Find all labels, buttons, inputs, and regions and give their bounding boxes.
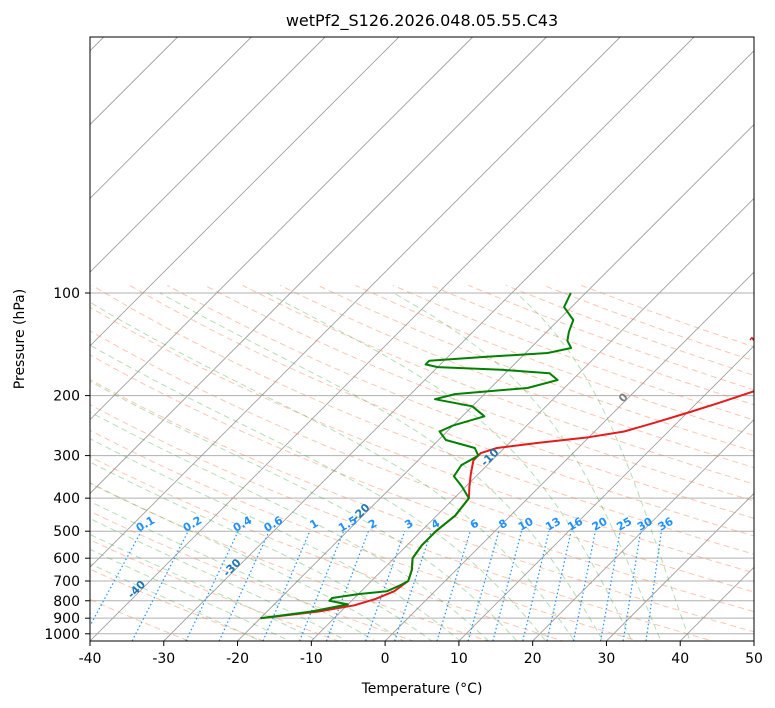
isotherm-line xyxy=(163,50,754,641)
dry-adiabat-line xyxy=(167,284,754,519)
y-tick-label: 200 xyxy=(53,389,80,405)
dry-adiabat-line xyxy=(90,539,341,641)
chart-title: wetPf2_S126.2026.048.05.55.C43 xyxy=(286,11,558,31)
moist-adiabat-line xyxy=(516,292,691,641)
mixing-ratio-line xyxy=(467,531,500,641)
mixing-ratio-line xyxy=(492,531,523,641)
mixing-ratio-line xyxy=(131,530,189,641)
mixing-ratio-line xyxy=(185,530,239,641)
x-tick-label: 40 xyxy=(671,651,689,667)
dry-adiabat-line xyxy=(90,404,715,641)
plot-frame xyxy=(89,36,755,642)
isotherm-line xyxy=(90,37,400,347)
x-tick-label: 0 xyxy=(381,651,390,667)
isotherm-line xyxy=(90,37,326,273)
dry-adiabat-line xyxy=(90,598,191,641)
mixing-ratio-line xyxy=(546,531,572,641)
moist-adiabat-line xyxy=(90,344,547,641)
isotherm-line xyxy=(384,271,754,641)
y-tick-label: 900 xyxy=(53,611,80,627)
x-tick-label: -10 xyxy=(300,651,323,667)
y-tick-label: 300 xyxy=(53,449,80,465)
isotherm-line xyxy=(90,37,621,568)
x-axis-label: Temperature (°C) xyxy=(361,681,483,697)
moist-adiabat-line xyxy=(90,380,518,641)
dry-adiabat-line xyxy=(90,456,565,641)
moist-adiabat-line xyxy=(90,301,575,641)
mixing-ratio-line xyxy=(90,530,142,628)
moist-adiabat-line xyxy=(90,533,320,641)
mixing-ratio-line xyxy=(218,530,270,641)
moist-adiabat-line xyxy=(266,292,633,641)
y-tick-label: 400 xyxy=(53,491,80,507)
mixing-ratio-line xyxy=(394,531,432,641)
dry-adiabat-line xyxy=(317,284,754,452)
dry-adiabat-line xyxy=(90,354,754,613)
y-tick-label: 700 xyxy=(53,574,80,590)
x-tick-label: 20 xyxy=(524,651,542,667)
moist-adiabat-line xyxy=(90,548,291,641)
moist-adiabat-line xyxy=(393,292,662,641)
dry-adiabat-line xyxy=(91,284,754,555)
moist-adiabat-line xyxy=(90,461,433,641)
moist-adiabat-line xyxy=(90,411,490,641)
isotherm-line xyxy=(311,197,754,641)
moist-adiabat-line xyxy=(90,482,405,641)
isotherm-line xyxy=(90,37,547,495)
y-tick-label: 600 xyxy=(53,551,80,567)
isotherm-line xyxy=(90,37,695,641)
mixing-ratio-line xyxy=(436,531,471,641)
y-tick-label: 100 xyxy=(53,286,80,302)
mixing-ratio-line xyxy=(622,531,642,641)
mixing-ratio-line xyxy=(600,531,621,641)
dry-adiabat-line xyxy=(90,510,415,641)
y-tick-label: 1000 xyxy=(44,627,80,643)
isotherm-line xyxy=(532,419,754,641)
x-tick-label: 50 xyxy=(745,651,763,667)
mixing-ratio-line xyxy=(572,531,596,641)
dry-adiabat-line xyxy=(90,378,754,633)
x-tick-label: -40 xyxy=(79,651,102,667)
x-tick-label: 30 xyxy=(598,651,616,667)
plot-grid xyxy=(90,37,754,641)
x-tick-label: 10 xyxy=(450,651,468,667)
dry-adiabat-line xyxy=(242,284,754,485)
isotherm-line xyxy=(90,37,473,421)
dewpoint-profile-line xyxy=(260,292,575,620)
mixing-ratio-line xyxy=(365,530,406,641)
isotherm-line xyxy=(458,345,754,641)
isotherm-line xyxy=(606,492,754,641)
isotherm-label: 10 xyxy=(747,328,767,348)
x-tick-label: -20 xyxy=(226,651,249,667)
y-tick-label: 500 xyxy=(53,524,80,540)
plot-series xyxy=(260,292,754,620)
isotherm-line xyxy=(90,37,252,199)
y-axis-label: Pressure (hPa) xyxy=(12,289,28,389)
x-tick-label: -30 xyxy=(152,651,175,667)
dry-adiabat-line xyxy=(90,429,640,641)
mixing-ratio-line xyxy=(645,531,662,641)
isotherm-line xyxy=(237,123,754,641)
moist-adiabat-line xyxy=(90,438,461,641)
dry-adiabat-line xyxy=(90,306,754,574)
mixing-ratio-line xyxy=(522,531,550,641)
y-tick-label: 800 xyxy=(53,594,80,610)
